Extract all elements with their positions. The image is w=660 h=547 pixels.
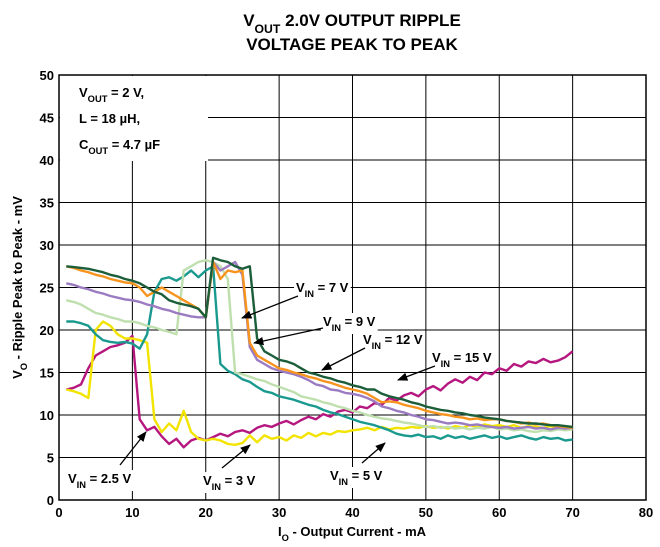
- x-tick-label: 20: [199, 505, 213, 520]
- annotation-box: [60, 76, 208, 161]
- series-label-part: = 12 V: [381, 332, 423, 347]
- x-axis-label-part: O: [282, 533, 289, 543]
- x-tick-label: 60: [492, 505, 506, 520]
- y-axis-label: VO - Ripple Peak to Peak - mV: [10, 196, 29, 379]
- chart-title: VOLTAGE PEAK TO PEAK: [246, 35, 458, 54]
- series-label-part: V: [363, 332, 372, 347]
- label-background: [321, 313, 378, 334]
- x-axis-label: IO - Output Current - mA: [278, 524, 427, 543]
- series-label: VIN = 15 V: [432, 350, 492, 369]
- series-line: [66, 320, 573, 446]
- series-label: VIN = 2.5 V: [68, 471, 132, 490]
- series-line: [66, 260, 573, 431]
- series-label-part: V: [330, 468, 339, 483]
- annotation-part: C: [79, 137, 89, 152]
- series-label-part: = 9 V: [341, 314, 376, 329]
- series-label-part: IN: [441, 359, 451, 369]
- annotation-part: = 2 V,: [107, 85, 144, 100]
- series-label-part: = 3 V: [221, 473, 256, 488]
- series-label: VIN = 7 V: [296, 280, 349, 299]
- chart-title-part: V: [243, 11, 255, 30]
- label-background: [294, 279, 351, 300]
- y-tick-label: 0: [47, 493, 54, 508]
- y-axis-label-part: - Ripple Peak to Peak - mV: [10, 196, 25, 363]
- chart-title-part: 2.0V OUTPUT RIPPLE: [280, 11, 460, 30]
- series-line: [66, 334, 574, 449]
- y-tick-label: 50: [40, 68, 54, 83]
- y-tick-label: 10: [40, 408, 54, 423]
- series-line: [66, 259, 573, 434]
- label-arrow: [252, 327, 324, 346]
- chart-title-part: VOLTAGE PEAK TO PEAK: [246, 35, 458, 54]
- label-arrow: [221, 444, 251, 469]
- label-arrow: [361, 442, 386, 464]
- x-tick-label: 80: [639, 505, 653, 520]
- y-tick-label: 35: [40, 196, 54, 211]
- label-arrow: [397, 365, 436, 381]
- series-label-part: IN: [332, 323, 342, 333]
- series-label-part: = 5 V: [348, 468, 383, 483]
- label-background: [201, 472, 258, 493]
- series-label: VIN = 5 V: [330, 468, 383, 487]
- x-axis-label-part: I: [278, 524, 282, 539]
- annotation-part: L = 18 µH,: [79, 111, 140, 126]
- label-arrow: [119, 431, 147, 466]
- label-background: [430, 349, 494, 370]
- y-tick-label: 40: [40, 153, 54, 168]
- series-line: [66, 260, 573, 429]
- label-background: [361, 331, 425, 352]
- series-label-part: V: [203, 473, 212, 488]
- label-arrow: [321, 347, 366, 371]
- series-label-part: IN: [212, 482, 222, 492]
- annotation: COUT = 4.7 µF: [79, 137, 160, 156]
- x-tick-label: 30: [272, 505, 286, 520]
- y-tick-label: 20: [40, 323, 54, 338]
- chart-title: VOUT 2.0V OUTPUT RIPPLE: [243, 11, 461, 36]
- series-label-part: V: [323, 314, 332, 329]
- series-label: VIN = 3 V: [203, 473, 256, 492]
- annotation: VOUT = 2 V,: [79, 85, 144, 104]
- series-line: [66, 265, 573, 442]
- label-background: [66, 470, 134, 491]
- x-tick-label: 0: [55, 505, 62, 520]
- series-label-part: = 7 V: [314, 280, 349, 295]
- y-tick-label: 30: [40, 238, 54, 253]
- series-label: VIN = 9 V: [323, 314, 376, 333]
- x-tick-label: 70: [565, 505, 579, 520]
- series-label-part: V: [296, 280, 305, 295]
- plot-frame: [58, 74, 647, 501]
- x-axis-label-part: - Output Current - mA: [289, 524, 427, 539]
- series-label-part: V: [432, 350, 441, 365]
- x-tick-label: 10: [125, 505, 139, 520]
- series-label: VIN = 12 V: [363, 332, 423, 351]
- series-line: [66, 256, 573, 429]
- annotation: L = 18 µH,: [79, 111, 140, 126]
- annotation-part: OUT: [88, 94, 108, 104]
- y-tick-label: 45: [40, 111, 54, 126]
- series-label-part: IN: [339, 477, 349, 487]
- y-axis-label-part: O: [19, 363, 29, 370]
- annotation-part: OUT: [88, 146, 108, 156]
- y-axis-label-part: V: [10, 370, 25, 379]
- y-tick-label: 15: [40, 366, 54, 381]
- series-label-part: = 2.5 V: [86, 471, 131, 486]
- label-background: [328, 467, 385, 488]
- series-label-part: = 15 V: [450, 350, 492, 365]
- x-tick-label: 40: [345, 505, 359, 520]
- chart-title-part: OUT: [255, 22, 281, 36]
- annotation-part: V: [79, 85, 88, 100]
- annotation-part: = 4.7 µF: [108, 137, 160, 152]
- y-tick-label: 25: [40, 281, 54, 296]
- series-label-part: V: [68, 471, 77, 486]
- label-arrow: [241, 295, 299, 319]
- x-tick-label: 50: [419, 505, 433, 520]
- series-label-part: IN: [372, 341, 382, 351]
- series-label-part: IN: [77, 480, 87, 490]
- y-tick-label: 5: [47, 451, 54, 466]
- series-label-part: IN: [305, 289, 315, 299]
